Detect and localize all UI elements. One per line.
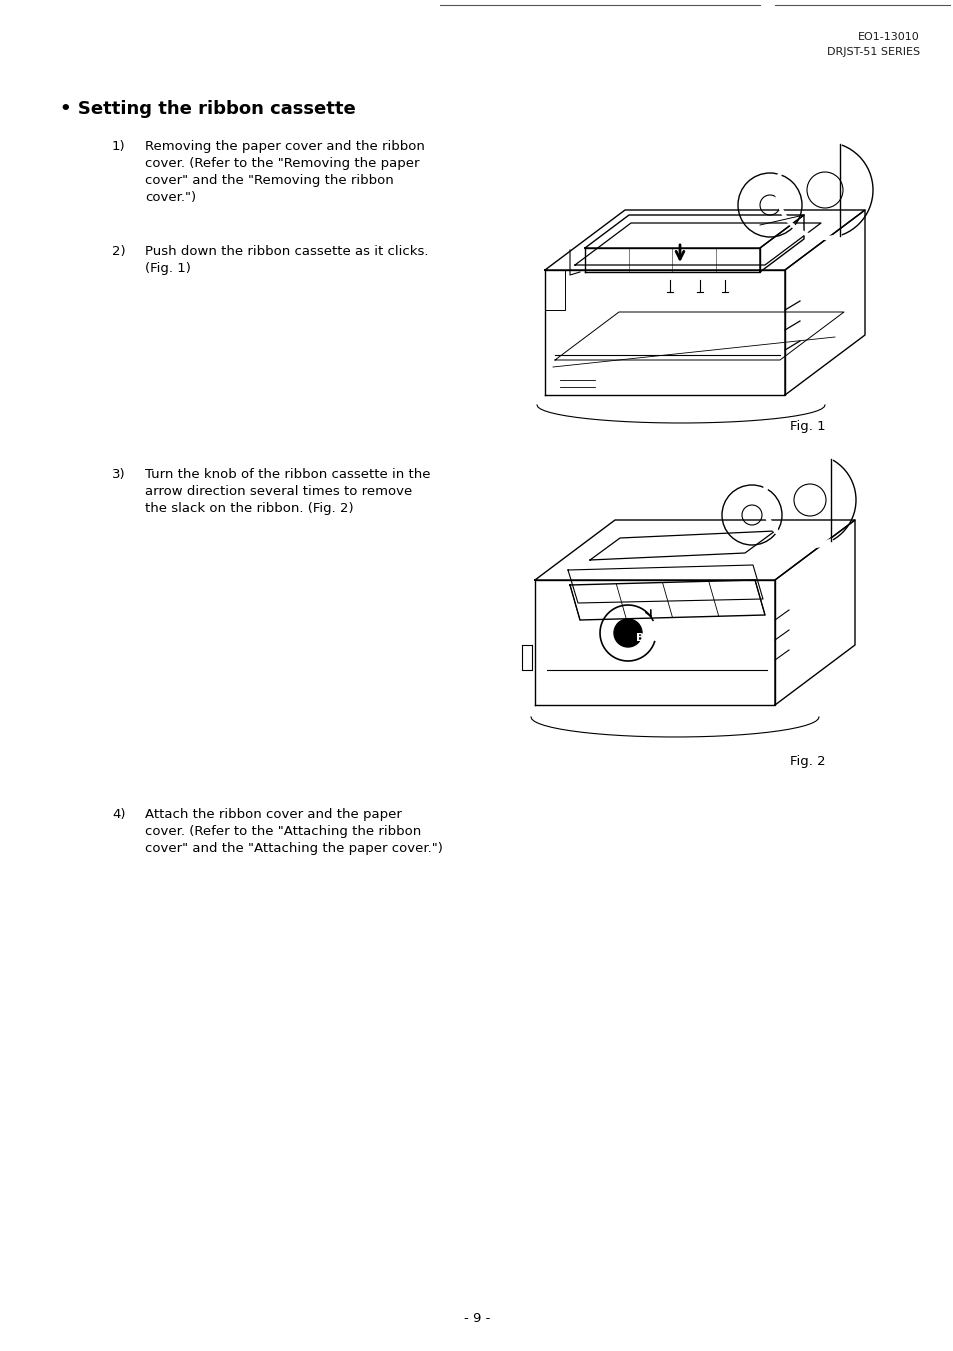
Text: B: B: [636, 634, 643, 643]
Text: cover. (Refer to the "Attaching the ribbon: cover. (Refer to the "Attaching the ribb…: [145, 825, 421, 838]
Text: cover" and the "Removing the ribbon: cover" and the "Removing the ribbon: [145, 174, 394, 186]
Text: EO1-13010: EO1-13010: [858, 32, 919, 42]
Text: cover."): cover."): [145, 190, 196, 204]
Text: 1): 1): [112, 141, 126, 153]
Text: (Fig. 1): (Fig. 1): [145, 262, 191, 276]
Text: Fig. 1: Fig. 1: [789, 420, 824, 434]
Text: - 9 -: - 9 -: [463, 1312, 490, 1325]
Text: cover. (Refer to the "Removing the paper: cover. (Refer to the "Removing the paper: [145, 157, 419, 170]
Text: cover" and the "Attaching the paper cover."): cover" and the "Attaching the paper cove…: [145, 842, 442, 855]
Text: 2): 2): [112, 245, 126, 258]
Text: Attach the ribbon cover and the paper: Attach the ribbon cover and the paper: [145, 808, 401, 821]
Text: Fig. 2: Fig. 2: [789, 755, 824, 767]
Text: 3): 3): [112, 467, 126, 481]
Circle shape: [614, 619, 641, 647]
Text: DRJST-51 SERIES: DRJST-51 SERIES: [826, 47, 919, 57]
Text: Removing the paper cover and the ribbon: Removing the paper cover and the ribbon: [145, 141, 424, 153]
Text: Push down the ribbon cassette as it clicks.: Push down the ribbon cassette as it clic…: [145, 245, 428, 258]
Text: the slack on the ribbon. (Fig. 2): the slack on the ribbon. (Fig. 2): [145, 503, 354, 515]
Text: • Setting the ribbon cassette: • Setting the ribbon cassette: [60, 100, 355, 118]
Text: Turn the knob of the ribbon cassette in the: Turn the knob of the ribbon cassette in …: [145, 467, 430, 481]
Text: arrow direction several times to remove: arrow direction several times to remove: [145, 485, 412, 499]
Text: 4): 4): [112, 808, 126, 821]
